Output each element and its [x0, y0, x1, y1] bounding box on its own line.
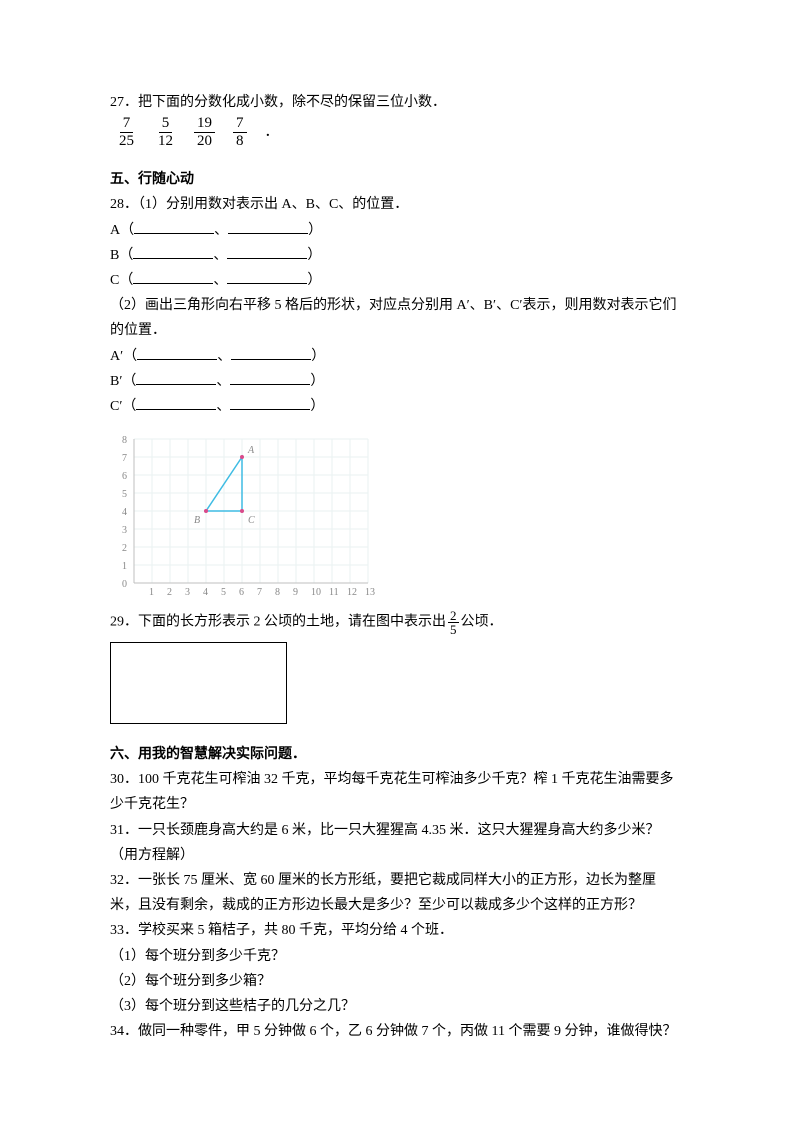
svg-text:7: 7 [257, 587, 262, 598]
q34: 34．做同一种零件，甲 5 分钟做 6 个，乙 6 分钟做 7 个，丙做 11 … [110, 1019, 683, 1044]
svg-text:A: A [247, 445, 255, 456]
q33-subs: （1）每个班分到多少千克？（2）每个班分到多少箱？（3）每个班分到这些桔子的几分… [110, 944, 683, 1020]
svg-text:1: 1 [149, 587, 154, 598]
svg-text:5: 5 [221, 587, 226, 598]
blank[interactable] [227, 244, 307, 259]
blank[interactable] [227, 269, 307, 284]
q27-fractions: 725512192078． [116, 115, 683, 149]
coord-line: C′（、） [110, 394, 683, 419]
blank[interactable] [230, 370, 310, 385]
fraction: 78 [233, 115, 247, 149]
q29-rect [110, 642, 287, 724]
svg-text:11: 11 [329, 587, 339, 598]
svg-text:3: 3 [122, 525, 127, 536]
q28-1: 28．（1）分别用数对表示出 A、B、C、的位置． [110, 192, 683, 217]
coord-line: A（、） [110, 218, 683, 243]
section-6-title: 六、用我的智慧解决实际问题． [110, 742, 683, 767]
svg-text:6: 6 [122, 471, 127, 482]
svg-text:6: 6 [239, 587, 244, 598]
coord-line: C（、） [110, 268, 683, 293]
q27: 27．把下面的分数化成小数，除不尽的保留三位小数． [110, 90, 683, 115]
coord-line: B′（、） [110, 369, 683, 394]
q27-text: ．把下面的分数化成小数，除不尽的保留三位小数． [124, 95, 446, 110]
q28-p1: ．（1）分别用数对表示出 A、B、C、的位置． [124, 197, 408, 212]
fraction: 512 [155, 115, 176, 149]
fraction: 1920 [194, 115, 215, 149]
svg-text:13: 13 [365, 587, 375, 598]
blank[interactable] [133, 269, 213, 284]
svg-text:4: 4 [122, 507, 127, 518]
fraction: 725 [116, 115, 137, 149]
q33-sub: （3）每个班分到这些桔子的几分之几？ [110, 994, 683, 1019]
q29-num: 29 [110, 615, 124, 630]
q33-sub: （2）每个班分到多少箱？ [110, 969, 683, 994]
q27-num: 27 [110, 95, 124, 110]
svg-text:1: 1 [122, 561, 127, 572]
q32: 32．一张长 75 厘米、宽 60 厘米的长方形纸，要把它裁成同样大小的正方形，… [110, 868, 683, 918]
q29-pre: ．下面的长方形表示 2 公顷的土地，请在图中表示出 [124, 615, 446, 630]
triangle-grid-chart: 12345678910111213012345678ABC [110, 423, 390, 603]
svg-text:5: 5 [122, 489, 127, 500]
q28-blanks-1: A（、）B（、）C（、） [110, 218, 683, 294]
q33: 33．学校买来 5 箱桔子，共 80 千克，平均分给 4 个班． [110, 918, 683, 943]
blank[interactable] [230, 395, 310, 410]
blank[interactable] [231, 345, 311, 360]
q28-blanks-2: A′（、）B′（、）C′（、） [110, 344, 683, 420]
blank[interactable] [133, 244, 213, 259]
blank[interactable] [137, 345, 217, 360]
coord-line: A′（、） [110, 344, 683, 369]
svg-text:4: 4 [203, 587, 208, 598]
blank[interactable] [136, 395, 216, 410]
blank[interactable] [136, 370, 216, 385]
svg-text:2: 2 [122, 543, 127, 554]
q29-frac: 25 [448, 609, 459, 636]
svg-text:3: 3 [185, 587, 190, 598]
svg-text:7: 7 [122, 453, 127, 464]
svg-text:8: 8 [122, 435, 127, 446]
svg-text:0: 0 [122, 579, 127, 590]
svg-text:B: B [194, 515, 200, 526]
q28-2: （2）画出三角形向右平移 5 格后的形状，对应点分别用 A′、B′、C′表示，则… [110, 293, 683, 343]
svg-text:2: 2 [167, 587, 172, 598]
svg-text:9: 9 [293, 587, 298, 598]
section-5-title: 五、行随心动 [110, 167, 683, 192]
svg-text:8: 8 [275, 587, 280, 598]
blank[interactable] [228, 219, 308, 234]
q33-sub: （1）每个班分到多少千克？ [110, 944, 683, 969]
q30: 30．100 千克花生可榨油 32 千克，平均每千克花生可榨油多少千克？榨 1 … [110, 767, 683, 817]
q29: 29．下面的长方形表示 2 公顷的土地，请在图中表示出25公顷． [110, 609, 683, 636]
blank[interactable] [134, 219, 214, 234]
coord-line: B（、） [110, 243, 683, 268]
svg-text:10: 10 [311, 587, 321, 598]
q29-post: 公顷． [461, 615, 503, 630]
svg-text:12: 12 [347, 587, 357, 598]
q31: 31．一只长颈鹿身高大约是 6 米，比一只大猩猩高 4.35 米．这只大猩猩身高… [110, 818, 683, 868]
q28-num: 28 [110, 197, 124, 212]
page: 27．把下面的分数化成小数，除不尽的保留三位小数． 725512192078． … [0, 0, 793, 1122]
svg-text:C: C [248, 515, 255, 526]
grid-svg: 12345678910111213012345678ABC [110, 423, 390, 603]
